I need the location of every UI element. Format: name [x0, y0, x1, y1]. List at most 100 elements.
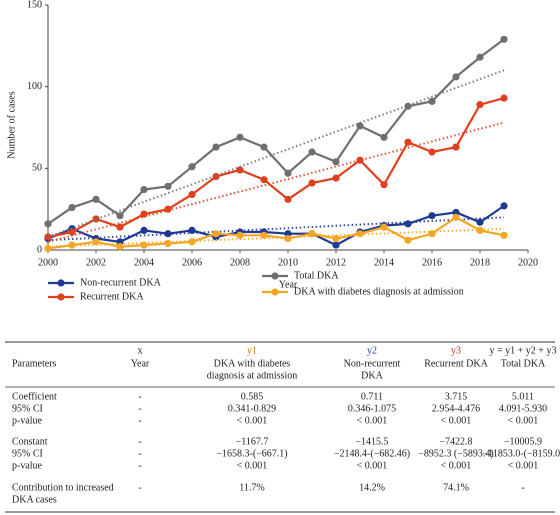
- table-cell: -: [138, 448, 141, 459]
- point: [260, 176, 268, 184]
- point: [476, 101, 484, 109]
- point: [428, 230, 436, 238]
- point: [380, 223, 388, 231]
- table-cell: < 0.001: [441, 415, 472, 426]
- column-symbol: y3: [451, 345, 461, 356]
- column-header: Total DKA: [501, 358, 546, 369]
- table-cell: -: [138, 482, 141, 493]
- table-cell: 5.011: [512, 391, 534, 402]
- point: [404, 138, 412, 146]
- point: [308, 148, 316, 156]
- row-label: Coefficient: [12, 391, 57, 402]
- point: [68, 203, 76, 212]
- x-tick-label: 2000: [38, 257, 58, 268]
- x-tick-label: 2006: [182, 257, 202, 268]
- table-cell: -: [138, 391, 141, 402]
- column-header: DKA with diabetes: [214, 358, 291, 369]
- point: [332, 174, 340, 182]
- x-tick-label: 2016: [422, 257, 442, 268]
- point: [332, 158, 340, 166]
- trend-line: [47, 121, 505, 243]
- row-label: DKA cases: [12, 494, 57, 505]
- series-line: [47, 38, 505, 225]
- point: [44, 220, 52, 228]
- point: [404, 236, 412, 244]
- table-cell: −1167.7: [236, 436, 269, 447]
- point: [500, 94, 508, 102]
- y-tick-label: 0: [37, 244, 42, 255]
- y-tick-label: 100: [27, 81, 42, 92]
- column-header: DKA: [361, 370, 383, 381]
- table-cell: < 0.001: [441, 460, 472, 471]
- table-cell: −8952.3 (−5893.4): [418, 448, 493, 459]
- column-header: Recurrent DKA: [424, 358, 488, 369]
- table-cell: −10005.9: [504, 436, 542, 447]
- point: [140, 241, 148, 249]
- point: [236, 133, 244, 141]
- table-cell: < 0.001: [237, 415, 268, 426]
- point: [116, 223, 124, 231]
- point: [476, 218, 484, 226]
- column-header: Parameters: [12, 358, 57, 369]
- legend-marker: [271, 272, 279, 280]
- point: [68, 228, 76, 236]
- point: [428, 148, 436, 156]
- point: [380, 181, 388, 189]
- point: [452, 143, 460, 151]
- point: [356, 122, 364, 130]
- legend-label: Total DKA: [294, 270, 339, 281]
- y-tick-label: 50: [32, 163, 42, 174]
- point: [164, 205, 172, 213]
- table-cell: -: [138, 415, 141, 426]
- point: [308, 230, 316, 238]
- table-cell: 74.1%: [443, 482, 469, 493]
- table-cell: 0.346-1.075: [348, 403, 396, 414]
- row-label: p-value: [12, 460, 43, 471]
- table-cell: 0.341-0.829: [228, 403, 276, 414]
- table-cell: 3.715: [445, 391, 468, 402]
- table-cell: < 0.001: [508, 415, 539, 426]
- point: [332, 234, 340, 243]
- point: [260, 231, 268, 239]
- point: [164, 239, 172, 248]
- series-line: [47, 97, 505, 239]
- x-tick-label: 2002: [86, 257, 106, 268]
- table-cell: −1658.3-(−667.1): [216, 448, 287, 459]
- column-symbol: y2: [367, 345, 377, 356]
- column-header: Non-recurrent: [344, 358, 401, 369]
- column-header: Year: [131, 358, 150, 369]
- table-cell: -: [138, 460, 141, 471]
- point: [116, 243, 124, 251]
- table-cell: < 0.001: [357, 460, 388, 471]
- point: [356, 230, 364, 238]
- table-cell: −1415.5: [355, 436, 388, 447]
- x-tick-label: 2008: [230, 257, 250, 268]
- point: [476, 53, 484, 61]
- point: [140, 210, 148, 218]
- point: [332, 241, 340, 249]
- series-line: [47, 216, 505, 250]
- row-label: p-value: [12, 415, 43, 426]
- point: [188, 190, 196, 199]
- trend-line: [47, 216, 505, 242]
- table-cell: -: [138, 436, 141, 447]
- point: [164, 230, 172, 238]
- legend-label: Recurrent DKA: [80, 291, 144, 302]
- table-cell: < 0.001: [237, 460, 268, 471]
- point: [500, 231, 508, 239]
- point: [476, 226, 484, 234]
- x-tick-label: 2020: [518, 257, 538, 268]
- y-tick-label: 150: [27, 0, 42, 10]
- point: [428, 212, 436, 220]
- x-tick-label: 2012: [326, 257, 346, 268]
- point: [188, 226, 196, 234]
- point: [380, 133, 388, 141]
- point: [356, 156, 364, 164]
- point: [212, 143, 220, 151]
- point: [236, 231, 244, 239]
- legend-marker: [271, 288, 279, 296]
- point: [92, 215, 100, 223]
- legend-marker: [57, 293, 65, 301]
- column-symbol: x: [138, 345, 143, 356]
- point: [140, 185, 148, 194]
